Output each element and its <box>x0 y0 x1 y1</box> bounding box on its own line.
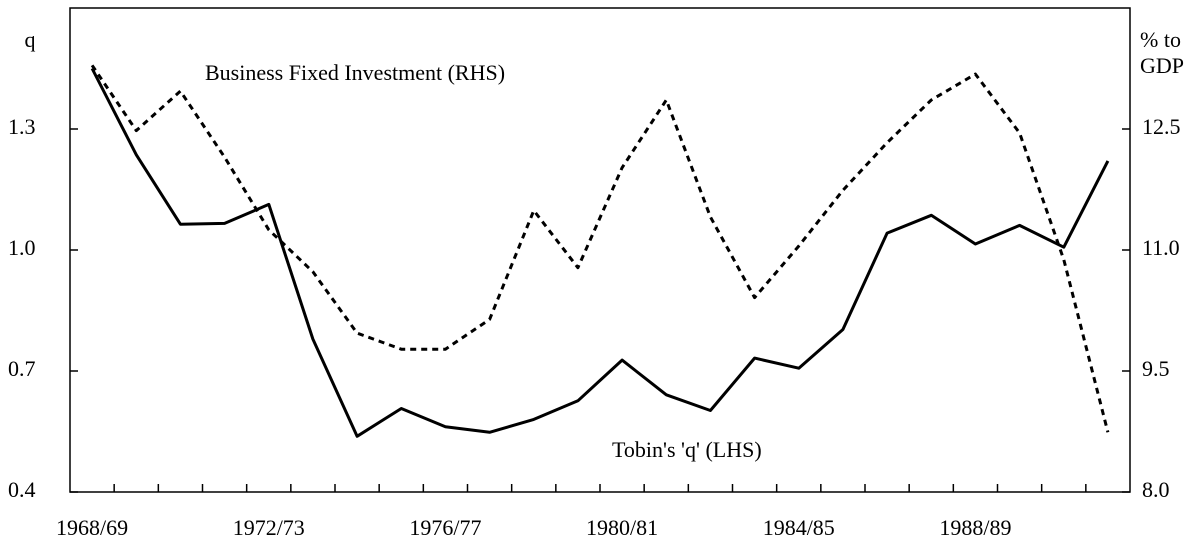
y2-axis-label: GDP <box>1140 53 1184 78</box>
y2-tick-label: 12.5 <box>1142 114 1181 139</box>
x-tick-label: 1972/73 <box>233 515 305 540</box>
x-tick-label: 1968/69 <box>56 515 128 540</box>
x-tick-label: 1980/81 <box>586 515 658 540</box>
y-tick-label: 0.4 <box>8 477 36 502</box>
y2-axis-label: % to <box>1140 27 1181 52</box>
series-line <box>90 64 1110 433</box>
x-tick-label: 1988/89 <box>939 515 1011 540</box>
y2-tick-label: 11.0 <box>1142 235 1180 260</box>
y-axis-label: q <box>25 27 36 52</box>
y2-tick-label: 8.0 <box>1142 477 1170 502</box>
y-tick-label: 1.0 <box>8 235 36 260</box>
y2-tick-label: 9.5 <box>1142 356 1170 381</box>
y-tick-label: 1.3 <box>8 114 36 139</box>
y-tick-label: 0.7 <box>8 356 36 381</box>
x-tick-label: 1984/85 <box>763 515 835 540</box>
annotation: Business Fixed Investment (RHS) <box>205 60 505 85</box>
series-line <box>90 67 1110 438</box>
annotation: Tobin's 'q' (LHS) <box>612 437 762 462</box>
x-tick-label: 1976/77 <box>409 515 481 540</box>
